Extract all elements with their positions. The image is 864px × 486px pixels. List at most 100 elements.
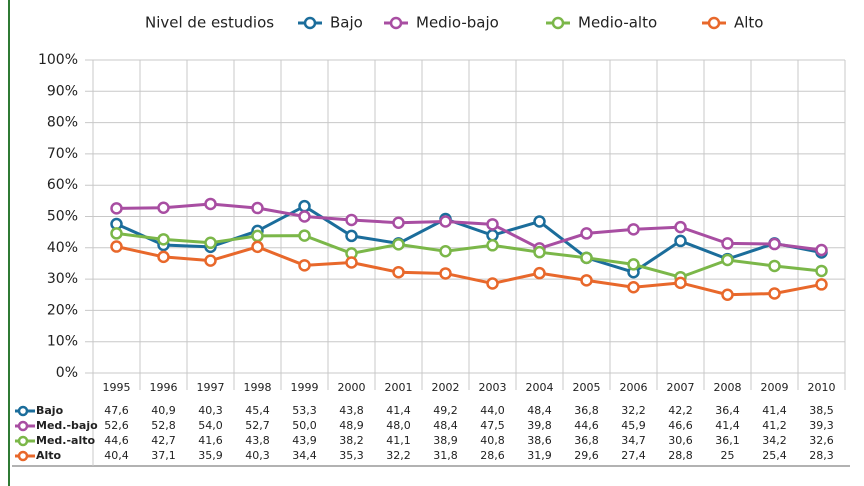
point (439, 215, 452, 228)
point (533, 215, 546, 228)
point (392, 238, 405, 251)
table-value: 38,5 (809, 404, 834, 417)
table-value: 44,6 (104, 434, 129, 447)
table-value: 39,8 (527, 419, 552, 432)
point (674, 220, 687, 234)
table-value: 53,3 (292, 404, 317, 417)
point (251, 201, 264, 215)
point (627, 258, 640, 271)
point (627, 223, 640, 236)
table-value: 52,7 (245, 419, 270, 432)
table-value: 48,9 (339, 419, 364, 432)
table-value: 30,6 (668, 434, 693, 447)
row-marker (17, 435, 29, 447)
table-value: 40,4 (104, 449, 129, 462)
point (815, 264, 828, 278)
point (815, 243, 828, 257)
table-value: 34,7 (621, 434, 646, 447)
table-value: 32,2 (621, 404, 646, 417)
table-value: 40,8 (480, 434, 505, 447)
table-value: 41,6 (198, 434, 223, 447)
table-value: 36,4 (715, 404, 740, 417)
table-value: 41,4 (715, 419, 740, 432)
row-marker (17, 450, 29, 462)
x-tick-label: 2000 (338, 381, 366, 394)
table-value: 25 (721, 449, 735, 462)
x-tick-label: 2010 (808, 381, 836, 394)
table-value: 37,1 (151, 449, 176, 462)
point (533, 266, 546, 280)
point (815, 278, 828, 291)
legend-label: Medio-bajo (416, 14, 499, 32)
legend-label: Alto (734, 14, 764, 32)
point (110, 227, 123, 240)
table-value: 27,4 (621, 449, 646, 462)
table-value: 41,4 (762, 404, 787, 417)
row-label: Alto (36, 449, 62, 462)
table-value: 31,9 (527, 449, 552, 462)
y-tick-label: 30% (47, 271, 78, 287)
point (486, 218, 499, 231)
point (439, 244, 452, 258)
point (392, 216, 405, 230)
x-tick-label: 1996 (150, 381, 178, 394)
table-value: 41,2 (762, 419, 787, 432)
row-marker (17, 420, 29, 432)
point (674, 276, 687, 290)
y-tick-label: 70% (47, 146, 78, 162)
point (298, 199, 311, 213)
table-value: 36,8 (574, 404, 599, 417)
table-value: 48,4 (433, 419, 458, 432)
point (251, 229, 264, 243)
point (110, 240, 123, 253)
legend-marker (389, 16, 403, 30)
table-value: 40,9 (151, 404, 176, 417)
point (768, 287, 781, 300)
y-tick-label: 0% (56, 365, 78, 381)
x-tick-label: 2001 (385, 381, 413, 394)
table-value: 43,8 (245, 434, 270, 447)
table-value: 32,2 (386, 449, 411, 462)
table-value: 36,1 (715, 434, 740, 447)
point (345, 229, 358, 243)
table-value: 38,9 (433, 434, 458, 447)
table-value: 46,6 (668, 419, 693, 432)
table-value: 31,8 (433, 449, 458, 462)
table-value: 48,0 (386, 419, 411, 432)
x-tick-label: 1995 (103, 381, 131, 394)
y-tick-label: 50% (47, 209, 78, 225)
row-label: Med.-bajo (36, 419, 98, 432)
legend-marker (707, 16, 721, 30)
point (439, 267, 452, 280)
point (204, 236, 217, 250)
series-line (116, 202, 822, 252)
y-tick-label: 90% (47, 83, 78, 99)
table-value: 28,8 (668, 449, 693, 462)
table-value: 52,8 (151, 419, 176, 432)
x-tick-label: 1997 (197, 381, 225, 394)
point (298, 210, 311, 223)
x-tick-label: 2004 (526, 381, 554, 394)
table-value: 45,9 (621, 419, 646, 432)
table-value: 38,6 (527, 434, 552, 447)
table-value: 28,6 (480, 449, 505, 462)
row-label: Bajo (36, 404, 64, 417)
table-value: 41,4 (386, 404, 411, 417)
point (298, 259, 311, 272)
table-value: 32,6 (809, 434, 834, 447)
table-value: 42,2 (668, 404, 693, 417)
table-value: 47,6 (104, 404, 129, 417)
table-value: 38,2 (339, 434, 364, 447)
x-tick-label: 2003 (479, 381, 507, 394)
table-value: 34,4 (292, 449, 317, 462)
x-tick-label: 2005 (573, 381, 601, 394)
row-marker (17, 405, 29, 417)
table-value: 44,6 (574, 419, 599, 432)
point (580, 274, 593, 287)
point (486, 229, 499, 242)
legend-label: Bajo (330, 14, 363, 32)
table-value: 25,4 (762, 449, 787, 462)
x-tick-label: 1998 (244, 381, 272, 394)
point (392, 265, 405, 279)
